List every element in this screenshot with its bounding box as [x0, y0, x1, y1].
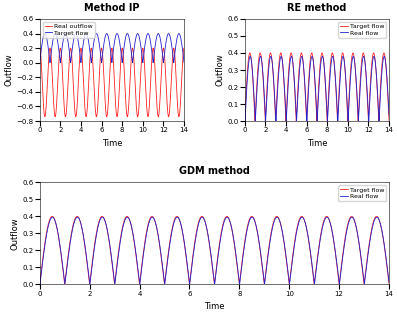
Target flow	[309, 51, 314, 55]
Real flow	[284, 119, 289, 123]
Target flow	[156, 32, 161, 35]
Real flow	[336, 104, 341, 107]
Real flow	[101, 216, 106, 219]
Target flow	[37, 283, 42, 286]
Target flow	[93, 35, 97, 39]
Target flow	[101, 215, 106, 219]
Real flow	[329, 60, 334, 64]
Real flow	[298, 216, 303, 220]
Y-axis label: Outflow: Outflow	[216, 54, 224, 86]
Real flow	[387, 280, 391, 284]
Target flow	[182, 61, 187, 64]
Legend: Real outflow, Target flow: Real outflow, Target flow	[43, 22, 95, 38]
Real flow	[361, 55, 366, 58]
X-axis label: Time: Time	[306, 139, 327, 148]
Real outflow	[182, 46, 187, 50]
Target flow	[297, 58, 302, 62]
Real flow	[37, 280, 42, 284]
Real flow	[325, 215, 330, 219]
Target flow	[329, 54, 334, 58]
Line: Target flow: Target flow	[40, 33, 184, 63]
Real outflow	[131, 54, 136, 58]
Real flow	[350, 57, 355, 60]
Legend: Target flow, Real flow: Target flow, Real flow	[338, 22, 386, 38]
Real flow	[187, 283, 192, 286]
Target flow	[37, 61, 42, 64]
Line: Real flow: Real flow	[245, 56, 389, 121]
X-axis label: Time: Time	[204, 302, 225, 311]
Target flow	[298, 215, 303, 219]
Real outflow	[124, 108, 129, 112]
Real flow	[374, 215, 379, 219]
Real flow	[247, 219, 252, 223]
Real flow	[297, 64, 302, 68]
Target flow	[361, 51, 366, 55]
X-axis label: Time: Time	[102, 139, 122, 148]
Target flow	[64, 32, 68, 36]
Line: Target flow: Target flow	[245, 53, 389, 121]
Line: Target flow: Target flow	[40, 216, 389, 284]
Target flow	[200, 215, 204, 218]
Target flow	[264, 260, 269, 264]
Target flow	[336, 97, 341, 100]
Line: Real flow: Real flow	[40, 217, 389, 284]
Real outflow	[145, 113, 150, 117]
Target flow	[268, 52, 273, 56]
Target flow	[242, 119, 247, 123]
Target flow	[387, 283, 391, 286]
Legend: Target flow, Real flow: Target flow, Real flow	[338, 185, 386, 201]
Target flow	[104, 32, 109, 35]
Real outflow	[156, 115, 161, 118]
Real flow	[264, 262, 269, 266]
Line: Real outflow: Real outflow	[40, 48, 184, 117]
Real outflow	[93, 100, 97, 104]
Real outflow	[37, 46, 42, 50]
Target flow	[247, 218, 252, 222]
Y-axis label: Outflow: Outflow	[4, 54, 13, 86]
Title: RE method: RE method	[287, 3, 347, 13]
Target flow	[350, 52, 355, 56]
Target flow	[131, 51, 136, 55]
Target flow	[171, 222, 175, 226]
Title: GDM method: GDM method	[179, 166, 250, 176]
Real outflow	[104, 115, 109, 118]
Target flow	[145, 32, 150, 36]
Real flow	[387, 113, 391, 117]
Title: Method IP: Method IP	[84, 3, 140, 13]
Real flow	[268, 55, 273, 58]
Y-axis label: Outflow: Outflow	[10, 217, 19, 250]
Real flow	[361, 54, 366, 58]
Real outflow	[64, 113, 68, 117]
Real flow	[242, 113, 247, 117]
Target flow	[124, 33, 129, 37]
Target flow	[325, 215, 330, 218]
Target flow	[387, 119, 391, 123]
Real flow	[171, 224, 175, 228]
